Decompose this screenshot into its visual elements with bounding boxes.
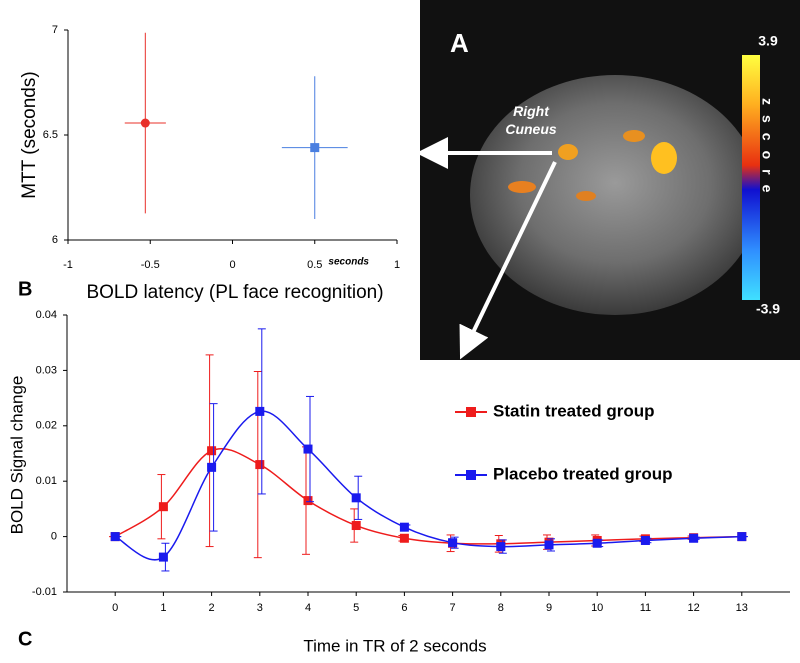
- colorbar-max: 3.9: [758, 33, 778, 49]
- x-tick-label: 3: [257, 602, 263, 614]
- x-axis-title: Time in TR of 2 seconds: [303, 636, 486, 655]
- panel-label: C: [18, 628, 32, 650]
- marker: [399, 522, 409, 532]
- y-tick-label: 6.5: [43, 129, 58, 141]
- activation: [623, 130, 645, 142]
- marker: [448, 538, 458, 548]
- x-tick-label: 11: [640, 602, 651, 614]
- legend-label: Statin treated group: [493, 401, 655, 420]
- marker: [140, 118, 150, 128]
- marker: [689, 533, 699, 543]
- marker: [351, 521, 361, 531]
- brain: [470, 75, 760, 315]
- activation: [576, 191, 596, 201]
- x-tick-label: 13: [736, 602, 748, 614]
- marker: [207, 446, 217, 456]
- marker: [110, 532, 120, 542]
- x-axis-title: BOLD latency (PL face recognition): [86, 282, 383, 303]
- x-tick-label: 1: [160, 602, 166, 614]
- x-tick-label: 7: [450, 602, 456, 614]
- marker: [351, 493, 361, 503]
- legend-label: Placebo treated group: [493, 464, 672, 483]
- marker: [207, 462, 217, 472]
- marker: [640, 535, 650, 545]
- marker: [496, 542, 506, 552]
- y-tick-label: 7: [52, 24, 58, 36]
- x-tick-label: 9: [546, 602, 552, 614]
- x-tick-label: 1: [394, 259, 400, 271]
- x-tick-label: 4: [305, 602, 311, 614]
- colorbar-min: -3.9: [756, 301, 780, 317]
- x-tick-label: 0.5: [307, 259, 322, 271]
- y-axis-title: MTT (seconds): [19, 71, 40, 198]
- arrow: [459, 161, 557, 360]
- activation: [508, 181, 536, 193]
- marker: [399, 533, 409, 543]
- y-tick-label: 0: [51, 531, 57, 543]
- x-tick-label: 0: [112, 602, 118, 614]
- x-tick-label: 5: [353, 602, 359, 614]
- marker: [592, 538, 602, 548]
- marker: [737, 532, 747, 542]
- marker: [255, 406, 265, 416]
- x-tick-label: 6: [401, 602, 407, 614]
- marker: [303, 496, 313, 506]
- panel-label: B: [18, 278, 32, 300]
- marker: [303, 444, 313, 454]
- x-tick-label: 10: [591, 602, 603, 614]
- annotation: Right Cuneus: [505, 103, 557, 137]
- y-tick-label: 0.01: [36, 475, 57, 487]
- y-tick-label: 0.04: [36, 309, 57, 321]
- x-tick-label: 0: [229, 259, 235, 271]
- marker: [158, 502, 168, 512]
- legend-marker: [466, 470, 476, 480]
- panel-label: A: [450, 28, 469, 58]
- x-tick-label: 8: [498, 602, 504, 614]
- x-tick-label: -0.5: [141, 259, 160, 271]
- y-tick-label: 6: [52, 234, 58, 246]
- x-tick-label: 12: [687, 602, 699, 614]
- x-unit: seconds: [328, 257, 369, 268]
- colorbar: [742, 55, 760, 300]
- marker: [544, 540, 554, 550]
- colorbar-label: zscore: [759, 98, 775, 202]
- marker: [255, 460, 265, 470]
- x-tick-label: -1: [63, 259, 73, 271]
- y-tick-label: -0.01: [32, 586, 57, 598]
- marker: [310, 143, 320, 153]
- marker: [158, 552, 168, 562]
- x-tick-label: 2: [209, 602, 215, 614]
- activation: [651, 142, 677, 174]
- y-axis-title: BOLD Signal change: [7, 376, 26, 535]
- y-tick-label: 0.03: [36, 364, 57, 376]
- legend-marker: [466, 407, 476, 417]
- y-tick-label: 0.02: [36, 420, 57, 432]
- activation: [558, 144, 578, 160]
